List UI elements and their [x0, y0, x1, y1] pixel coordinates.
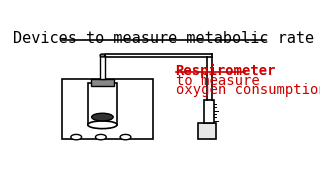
Text: to measure: to measure	[176, 74, 259, 88]
Ellipse shape	[120, 134, 131, 140]
FancyBboxPatch shape	[100, 55, 105, 79]
FancyBboxPatch shape	[204, 100, 214, 123]
Ellipse shape	[71, 134, 82, 140]
Ellipse shape	[92, 113, 113, 121]
Text: oxygen consumption: oxygen consumption	[176, 83, 320, 97]
FancyBboxPatch shape	[198, 123, 216, 139]
Text: Devices to measure metabolic rate: Devices to measure metabolic rate	[13, 31, 315, 46]
FancyBboxPatch shape	[88, 83, 117, 125]
FancyBboxPatch shape	[62, 79, 153, 139]
FancyBboxPatch shape	[91, 79, 114, 86]
Text: Respirometer: Respirometer	[176, 64, 276, 78]
Ellipse shape	[100, 54, 105, 57]
Ellipse shape	[95, 134, 106, 140]
Ellipse shape	[88, 121, 117, 129]
